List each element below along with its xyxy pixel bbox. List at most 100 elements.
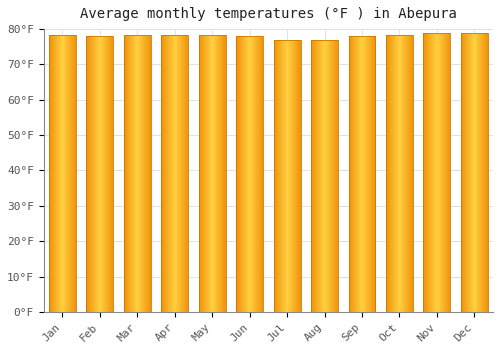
Bar xyxy=(61,35,62,312)
Bar xyxy=(198,35,226,312)
Bar xyxy=(204,35,205,312)
Bar xyxy=(66,35,67,312)
Bar xyxy=(124,35,125,312)
Bar xyxy=(425,33,426,312)
Bar xyxy=(224,35,225,312)
Bar xyxy=(135,35,136,312)
Bar xyxy=(315,40,316,312)
Bar xyxy=(442,33,443,312)
Bar xyxy=(238,36,239,312)
Bar xyxy=(476,33,477,312)
Title: Average monthly temperatures (°F ) in Abepura: Average monthly temperatures (°F ) in Ab… xyxy=(80,7,457,21)
Bar xyxy=(334,40,335,312)
Bar xyxy=(68,35,69,312)
Bar xyxy=(447,33,448,312)
Bar xyxy=(88,36,89,312)
Bar xyxy=(127,35,128,312)
Bar xyxy=(389,35,390,312)
Bar xyxy=(102,36,103,312)
Bar xyxy=(171,35,172,312)
Bar xyxy=(248,36,249,312)
Bar xyxy=(202,35,203,312)
Bar xyxy=(276,40,278,312)
Bar xyxy=(243,36,244,312)
Bar xyxy=(360,36,361,312)
Bar xyxy=(75,35,76,312)
Bar xyxy=(281,40,282,312)
Bar xyxy=(365,36,366,312)
Bar xyxy=(462,33,463,312)
Bar xyxy=(366,36,367,312)
Bar xyxy=(175,35,176,312)
Bar xyxy=(485,33,486,312)
Bar xyxy=(368,36,369,312)
Bar xyxy=(362,36,363,312)
Bar xyxy=(337,40,338,312)
Bar xyxy=(200,35,201,312)
Bar xyxy=(299,40,300,312)
Bar xyxy=(261,36,262,312)
Bar xyxy=(100,36,101,312)
Bar xyxy=(424,33,425,312)
Bar xyxy=(62,35,63,312)
Bar xyxy=(285,40,286,312)
Bar xyxy=(220,35,222,312)
Bar xyxy=(146,35,148,312)
Bar xyxy=(260,36,261,312)
Bar xyxy=(438,33,439,312)
Bar xyxy=(288,40,289,312)
Bar xyxy=(409,35,410,312)
Bar xyxy=(445,33,446,312)
Bar xyxy=(51,35,52,312)
Bar xyxy=(448,33,449,312)
Bar xyxy=(291,40,292,312)
Bar xyxy=(72,35,73,312)
Bar xyxy=(480,33,481,312)
Bar xyxy=(464,33,465,312)
Bar xyxy=(313,40,314,312)
Bar xyxy=(215,35,216,312)
Bar xyxy=(182,35,183,312)
Bar xyxy=(124,35,125,312)
Bar xyxy=(424,33,426,312)
Bar xyxy=(321,40,322,312)
Bar xyxy=(386,35,413,312)
Bar xyxy=(375,36,376,312)
Bar xyxy=(475,33,476,312)
Bar xyxy=(432,33,433,312)
Bar xyxy=(60,35,61,312)
Bar xyxy=(108,36,109,312)
Bar xyxy=(145,35,146,312)
Bar xyxy=(361,36,362,312)
Bar xyxy=(327,40,328,312)
Bar xyxy=(277,40,278,312)
Bar xyxy=(259,36,260,312)
Bar xyxy=(461,33,462,312)
Bar xyxy=(446,33,447,312)
Bar xyxy=(172,35,173,312)
Bar xyxy=(131,35,132,312)
Bar xyxy=(72,35,74,312)
Bar xyxy=(74,35,75,312)
Bar xyxy=(279,40,280,312)
Bar xyxy=(402,35,403,312)
Bar xyxy=(290,40,291,312)
Bar xyxy=(170,35,171,312)
Bar xyxy=(250,36,251,312)
Bar xyxy=(350,36,351,312)
Bar xyxy=(257,36,258,312)
Bar xyxy=(372,36,373,312)
Bar xyxy=(401,35,402,312)
Bar xyxy=(168,35,169,312)
Bar xyxy=(113,36,114,312)
Bar xyxy=(128,35,129,312)
Bar xyxy=(406,35,407,312)
Bar xyxy=(319,40,320,312)
Bar xyxy=(289,40,290,312)
Bar xyxy=(348,36,349,312)
Bar xyxy=(73,35,74,312)
Bar xyxy=(470,33,471,312)
Bar xyxy=(205,35,206,312)
Bar xyxy=(212,35,213,312)
Bar xyxy=(244,36,245,312)
